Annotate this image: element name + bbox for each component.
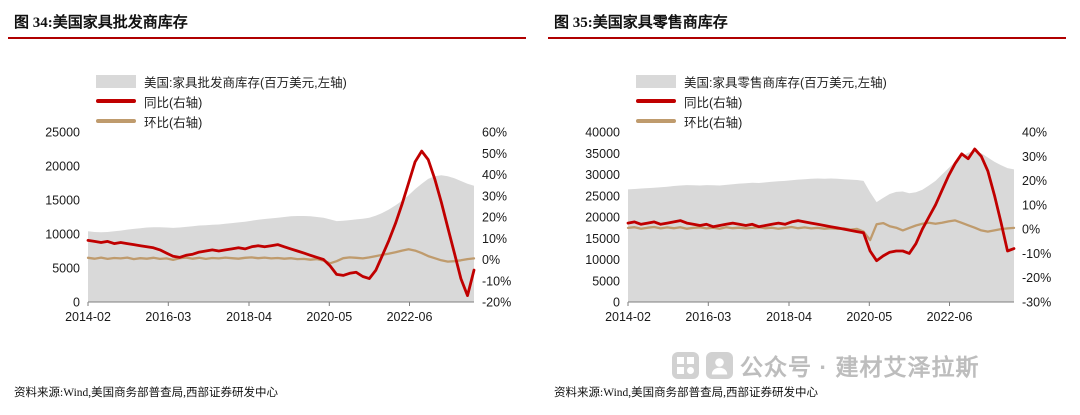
red-line-swatch: [636, 99, 676, 103]
title-underline: [8, 37, 526, 39]
svg-text:2014-02: 2014-02: [65, 310, 111, 324]
svg-text:0: 0: [613, 296, 620, 310]
svg-text:20%: 20%: [482, 211, 507, 225]
svg-text:2022-06: 2022-06: [387, 310, 433, 324]
legend-label: 环比(右轴): [684, 115, 743, 130]
figure-title: 图 35:美国家具零售商库存: [554, 15, 728, 31]
source-note: 资料来源:Wind,美国商务部普查局,西部证券研发中心: [14, 387, 279, 399]
figure-35-panel: 图 35:美国家具零售商库存 美国:家具零售商库存(百万美元,左轴) 同比(右轴…: [548, 0, 1070, 415]
svg-text:30%: 30%: [482, 189, 507, 203]
legend-item-mom: 环比(右轴): [96, 111, 347, 131]
legend-item-inventory: 美国:家具批发商库存(百万美元,左轴): [96, 71, 347, 91]
svg-text:15000: 15000: [45, 194, 80, 208]
svg-text:2018-04: 2018-04: [766, 310, 812, 324]
legend-label: 同比(右轴): [144, 95, 203, 110]
svg-text:10%: 10%: [1022, 198, 1047, 212]
red-line-swatch: [96, 99, 136, 103]
svg-text:20000: 20000: [585, 211, 620, 225]
svg-text:40%: 40%: [482, 168, 507, 182]
svg-text:2018-04: 2018-04: [226, 310, 272, 324]
legend-label: 美国:家具零售商库存(百万美元,左轴): [684, 75, 887, 90]
watermark: 公众号 · 建材艾泽拉斯: [672, 348, 979, 382]
svg-text:25000: 25000: [585, 189, 620, 203]
svg-text:5000: 5000: [52, 262, 80, 276]
svg-text:35000: 35000: [585, 147, 620, 161]
person-icon: [706, 351, 733, 379]
wholesaler-inventory-chart: 0 5000 10000 15000 20000 25000 -20% -10% 0% 10% 20…: [45, 126, 511, 324]
svg-text:20000: 20000: [45, 160, 80, 174]
svg-text:25000: 25000: [45, 126, 80, 140]
watermark-text: 公众号 · 建材艾泽拉斯: [740, 354, 980, 380]
figure-title: 图 34:美国家具批发商库存: [14, 15, 188, 31]
svg-text:-10%: -10%: [1022, 247, 1051, 261]
svg-text:2022-06: 2022-06: [927, 310, 973, 324]
svg-text:2016-03: 2016-03: [685, 310, 731, 324]
svg-text:2020-05: 2020-05: [306, 310, 352, 324]
title-underline: [548, 37, 1066, 39]
legend-item-yoy: 同比(右轴): [636, 91, 887, 111]
svg-text:0: 0: [73, 296, 80, 310]
legend: 美国:家具零售商库存(百万美元,左轴) 同比(右轴) 环比(右轴): [636, 71, 887, 131]
figure-34-panel: 图 34:美国家具批发商库存 美国:家具批发商库存(百万美元,左轴) 同比(右轴…: [8, 0, 530, 415]
svg-text:30%: 30%: [1022, 150, 1047, 164]
area-swatch: [636, 74, 676, 88]
svg-text:2016-03: 2016-03: [145, 310, 191, 324]
svg-text:5000: 5000: [592, 274, 620, 288]
tan-line-swatch: [636, 119, 676, 123]
svg-text:-20%: -20%: [1022, 271, 1051, 285]
svg-text:50%: 50%: [482, 147, 507, 161]
svg-text:2014-02: 2014-02: [605, 310, 651, 324]
legend-item-yoy: 同比(右轴): [96, 91, 347, 111]
legend-item-inventory: 美国:家具零售商库存(百万美元,左轴): [636, 71, 887, 91]
retailer-inventory-chart: 0 5000 10000 15000 20000 25000 30000 35000 40000…: [585, 126, 1051, 324]
source-note: 资料来源:Wind,美国商务部普查局,西部证券研发中心: [554, 387, 819, 399]
svg-text:-30%: -30%: [1022, 296, 1051, 310]
svg-text:0%: 0%: [1022, 223, 1040, 237]
svg-text:0%: 0%: [482, 253, 500, 267]
svg-text:10000: 10000: [585, 253, 620, 267]
legend: 美国:家具批发商库存(百万美元,左轴) 同比(右轴) 环比(右轴): [96, 71, 347, 131]
svg-text:20%: 20%: [1022, 174, 1047, 188]
legend-label: 环比(右轴): [144, 115, 203, 130]
legend-label: 美国:家具批发商库存(百万美元,左轴): [144, 75, 347, 90]
svg-text:10%: 10%: [482, 232, 507, 246]
svg-text:60%: 60%: [482, 126, 507, 140]
legend-label: 同比(右轴): [684, 95, 743, 110]
svg-text:40000: 40000: [585, 126, 620, 140]
area-swatch: [96, 74, 136, 88]
svg-text:-10%: -10%: [482, 274, 511, 288]
svg-text:2020-05: 2020-05: [846, 310, 892, 324]
tan-line-swatch: [96, 119, 136, 123]
svg-text:40%: 40%: [1022, 126, 1047, 140]
svg-text:15000: 15000: [585, 232, 620, 246]
grid-icon: [672, 351, 699, 379]
svg-text:-20%: -20%: [482, 296, 511, 310]
svg-text:30000: 30000: [585, 168, 620, 182]
svg-text:10000: 10000: [45, 228, 80, 242]
legend-item-mom: 环比(右轴): [636, 111, 887, 131]
